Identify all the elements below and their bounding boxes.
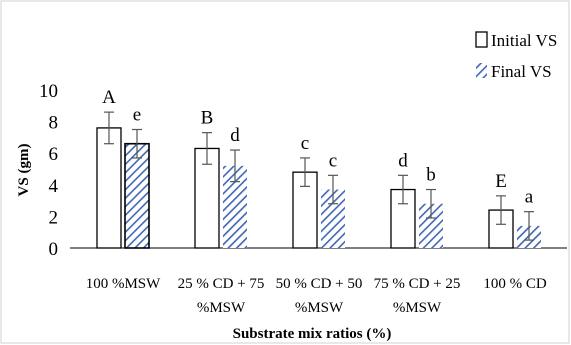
bar-initial-vs [96,127,122,249]
significance-letter: d [398,150,408,171]
x-axis-label: Substrate mix ratios (%) [233,326,392,342]
y-tick-label: 4 [49,176,59,197]
legend-label-final: Final VS [491,62,552,81]
significance-letter: B [201,108,214,129]
x-tick-label: 100 % CD [483,276,547,292]
error-bar [132,128,142,159]
category-labels: 100 %MSW 25 % CD + 75 %MSW 50 % CD + 50 %MSW… [86,276,547,316]
significance-letter: A [102,87,116,108]
bar-final-vs [124,142,150,249]
legend-label-initial: Initial VS [491,31,557,50]
error-bar [426,188,436,219]
significance-letter: c [329,150,337,171]
x-tick-label: 50 % CD + 50 %MSW [276,276,363,316]
error-bar [104,111,114,145]
y-tick-label: 8 [49,113,59,134]
x-tick-label: 25 % CD + 75 %MSW [178,276,265,316]
x-tick-label: 100 %MSW [86,276,161,292]
error-bar [496,195,506,225]
error-bar [398,174,408,205]
y-tick-label: 10 [39,81,58,102]
y-tick-label: 2 [49,207,59,228]
error-bar [328,174,338,205]
y-axis-label: VS (gm) [16,144,32,197]
significance-letter: d [230,125,240,146]
legend: Initial VS Final VS [475,31,557,81]
legend-swatch-initial [475,31,488,48]
bar-group: Ae Bd cc db Ea [96,87,541,249]
bar-initial-vs [194,147,220,249]
y-tick-label: 0 [49,239,59,260]
y-tick-labels: 0 2 4 6 8 10 [39,81,59,260]
significance-letter: b [426,165,436,186]
significance-letter: e [133,105,141,126]
significance-letter: c [301,133,309,154]
error-bar [300,157,310,187]
significance-letter: E [495,171,507,192]
error-bar [230,149,240,183]
error-bar [202,132,212,165]
legend-swatch-final [476,63,487,78]
x-tick-label: 75 % CD + 25 %MSW [374,276,461,316]
significance-letter: a [525,187,534,208]
error-bar [524,211,534,241]
y-tick-label: 6 [49,144,59,165]
